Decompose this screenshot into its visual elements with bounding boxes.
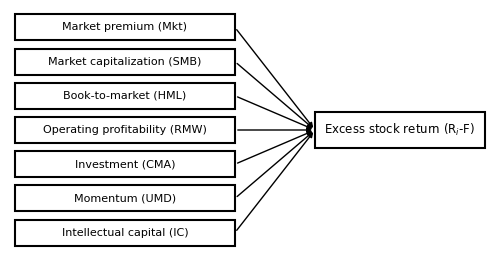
- Text: Market capitalization (SMB): Market capitalization (SMB): [48, 57, 202, 67]
- Bar: [15, 83, 235, 109]
- Bar: [15, 117, 235, 143]
- Bar: [315, 112, 485, 147]
- Bar: [15, 151, 235, 177]
- Text: Operating profitability (RMW): Operating profitability (RMW): [43, 125, 207, 135]
- Text: Market premium (Mkt): Market premium (Mkt): [62, 22, 188, 32]
- Text: Excess stock return (R$_i$-F): Excess stock return (R$_i$-F): [324, 122, 476, 138]
- Bar: [15, 15, 235, 41]
- Bar: [15, 49, 235, 75]
- Bar: [15, 185, 235, 211]
- Text: Momentum (UMD): Momentum (UMD): [74, 193, 176, 203]
- Text: Investment (CMA): Investment (CMA): [75, 159, 176, 169]
- Text: Intellectual capital (IC): Intellectual capital (IC): [62, 228, 188, 238]
- Bar: [15, 219, 235, 245]
- Text: Book-to-market (HML): Book-to-market (HML): [64, 91, 186, 101]
